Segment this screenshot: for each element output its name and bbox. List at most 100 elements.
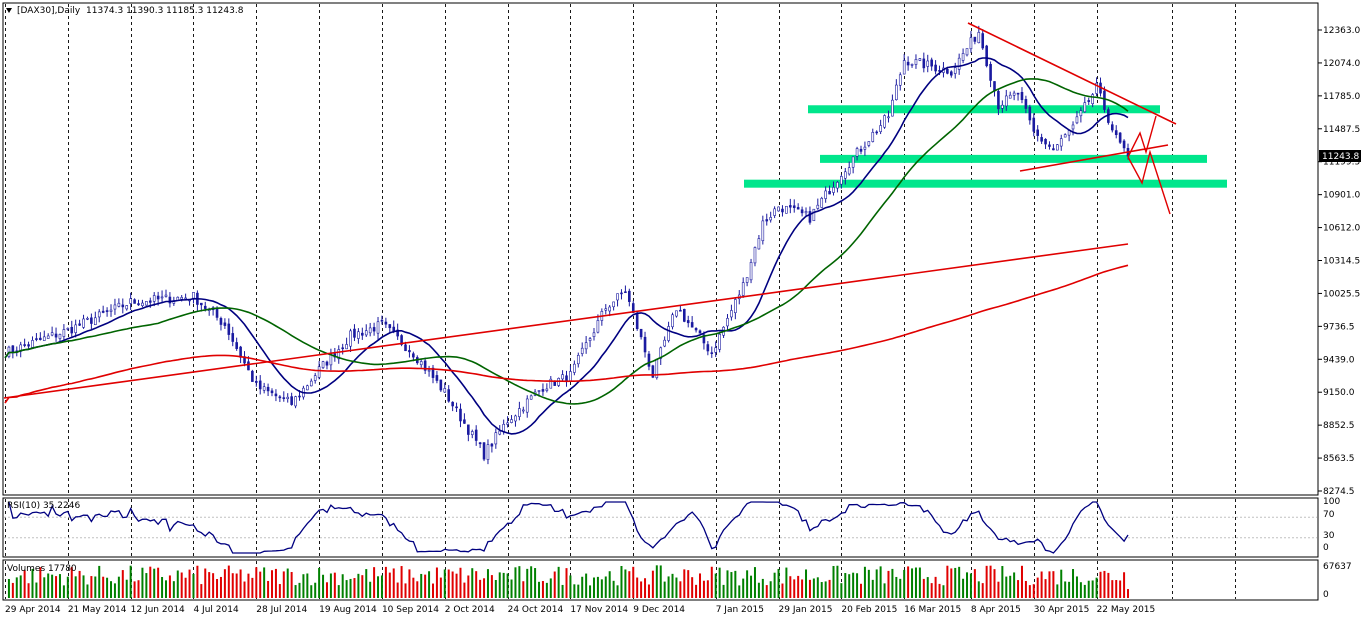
candle-body [1075,116,1079,124]
candle-body [608,306,611,312]
volume-bar [926,577,929,598]
volume-bar [1079,582,1082,598]
axes: 12363.0 12074.0 11785.0 11487.5 11199.5 10901… [5,26,1360,615]
candle-body [1036,129,1039,136]
candle-body [569,371,572,382]
candle-body [549,378,553,389]
volume-bar [730,572,733,598]
candle-body [282,397,286,399]
x-tick-label: 29 Jan 2015 [779,605,833,615]
candle-body [804,211,808,214]
candle-body [588,338,592,341]
candle-body [42,336,46,341]
candle-body [863,146,867,150]
volume-bar [1068,581,1071,598]
volume-bar [620,566,623,598]
candle-body [180,297,183,300]
candle-body [781,208,784,213]
x-tick-label: 8 Apr 2015 [971,605,1021,615]
candle-body [914,59,918,65]
trendlines[interactable] [3,22,1177,399]
volume-bar [129,565,132,598]
x-tick-label: 22 May 2015 [1097,605,1156,615]
volume-bar [1052,571,1055,598]
volume-bar [883,583,886,598]
candle-body [922,58,926,69]
candle-body [97,311,101,318]
candle-body [679,309,682,312]
candle-body [824,190,827,199]
moving-average-mid [4,78,1129,405]
candle-body [1016,92,1020,95]
volume-bar [506,573,509,598]
volume-bar [561,584,564,598]
candle-body [973,36,977,42]
candle-body [286,396,290,400]
x-tick-label: 28 Jul 2014 [256,605,307,615]
volume-bar [192,573,195,598]
support-resistance-zones[interactable] [744,105,1227,188]
volume-bars [7,565,1129,598]
volume-bar [498,572,501,598]
candle-body [156,295,160,300]
price-panel[interactable] [2,2,1319,496]
x-tick-label: 16 Mar 2015 [904,605,961,615]
x-tick-label: 12 Jun 2014 [131,605,185,615]
volume-bar [94,576,97,598]
candle-body [105,310,109,312]
volume-bar [1009,575,1012,598]
candle-body [592,332,596,337]
volume-bar [848,574,851,598]
moving-average-fast [4,57,1129,435]
volume-bar [223,569,226,598]
volume-bar [840,583,843,598]
x-tick-label: 2 Oct 2014 [445,605,495,615]
candle-body [11,345,15,353]
volume-bar [545,582,548,598]
volume-bar [651,570,654,598]
candle-body [474,429,478,441]
candle-body [1056,144,1059,151]
volume-bar [785,567,788,598]
candle-body [545,388,549,391]
volume-bar [612,580,615,598]
candle-body [361,332,364,336]
x-tick-label: 9 Dec 2014 [633,605,685,615]
moving-averages [4,57,1129,435]
volume-bar [950,568,953,598]
volume-bar [353,578,356,598]
candle-body [1044,138,1047,145]
volume-bar [479,579,482,598]
dropdown-triangle-icon[interactable] [6,8,12,13]
volume-bar [659,565,662,598]
candle-body [906,61,910,66]
candle-body [349,330,352,347]
volume-bar [310,585,313,598]
volume-bar [942,585,945,598]
volume-bar [471,568,474,598]
rsi-panel[interactable] [2,497,1319,558]
volume-bar [930,583,933,598]
candle-body [470,431,474,435]
volume-bar [164,580,167,598]
volume-bar [180,572,183,598]
candle-body [981,33,985,49]
candle-body [573,363,576,373]
x-tick-label: 17 Nov 2014 [570,605,628,615]
volume-bar [962,578,965,598]
candle-body [498,430,502,435]
volume-bar [667,576,670,598]
candle-body [643,336,647,353]
price-tick-label: 11785.0 [1323,92,1360,102]
candle-body [946,69,949,74]
x-tick-label: 4 Jul 2014 [193,605,238,615]
volume-bar [219,576,222,598]
volume-bar [282,571,285,598]
volume-bar [196,565,199,598]
volume-bar [66,576,69,598]
volume-bar [90,576,93,598]
volume-bar [757,582,760,598]
volume-bar [958,566,961,598]
rsi-line [8,501,1129,554]
